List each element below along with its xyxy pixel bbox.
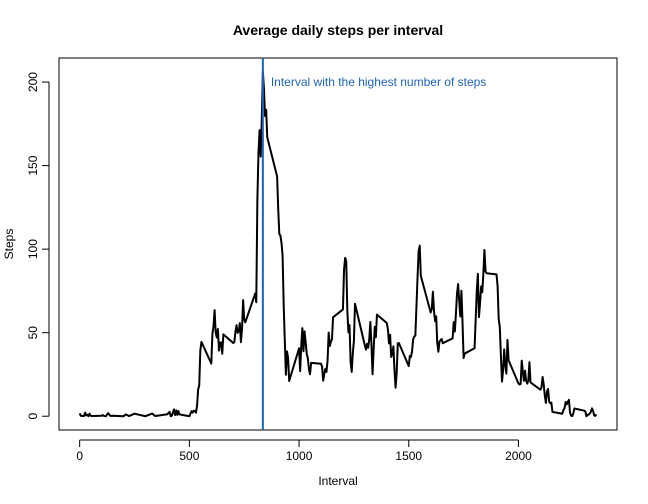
x-tick-label: 500 [179,449,199,463]
x-tick-label: 1000 [286,449,313,463]
plot-box [58,57,618,431]
x-tick-label: 1500 [395,449,422,463]
y-tick-label: 150 [26,155,40,175]
y-axis-label: Steps [2,229,16,260]
x-tick-label: 2000 [505,449,532,463]
y-tick-label: 0 [26,413,40,420]
chart-title: Average daily steps per interval [233,22,443,38]
x-axis-label: Interval [318,474,357,488]
annotation: Interval with the highest number of step… [271,75,486,89]
y-tick-label: 50 [26,326,40,340]
y-tick-label: 100 [26,239,40,259]
data-line [78,70,598,418]
x-tick-label: 0 [76,449,83,463]
y-tick-label: 200 [26,72,40,92]
